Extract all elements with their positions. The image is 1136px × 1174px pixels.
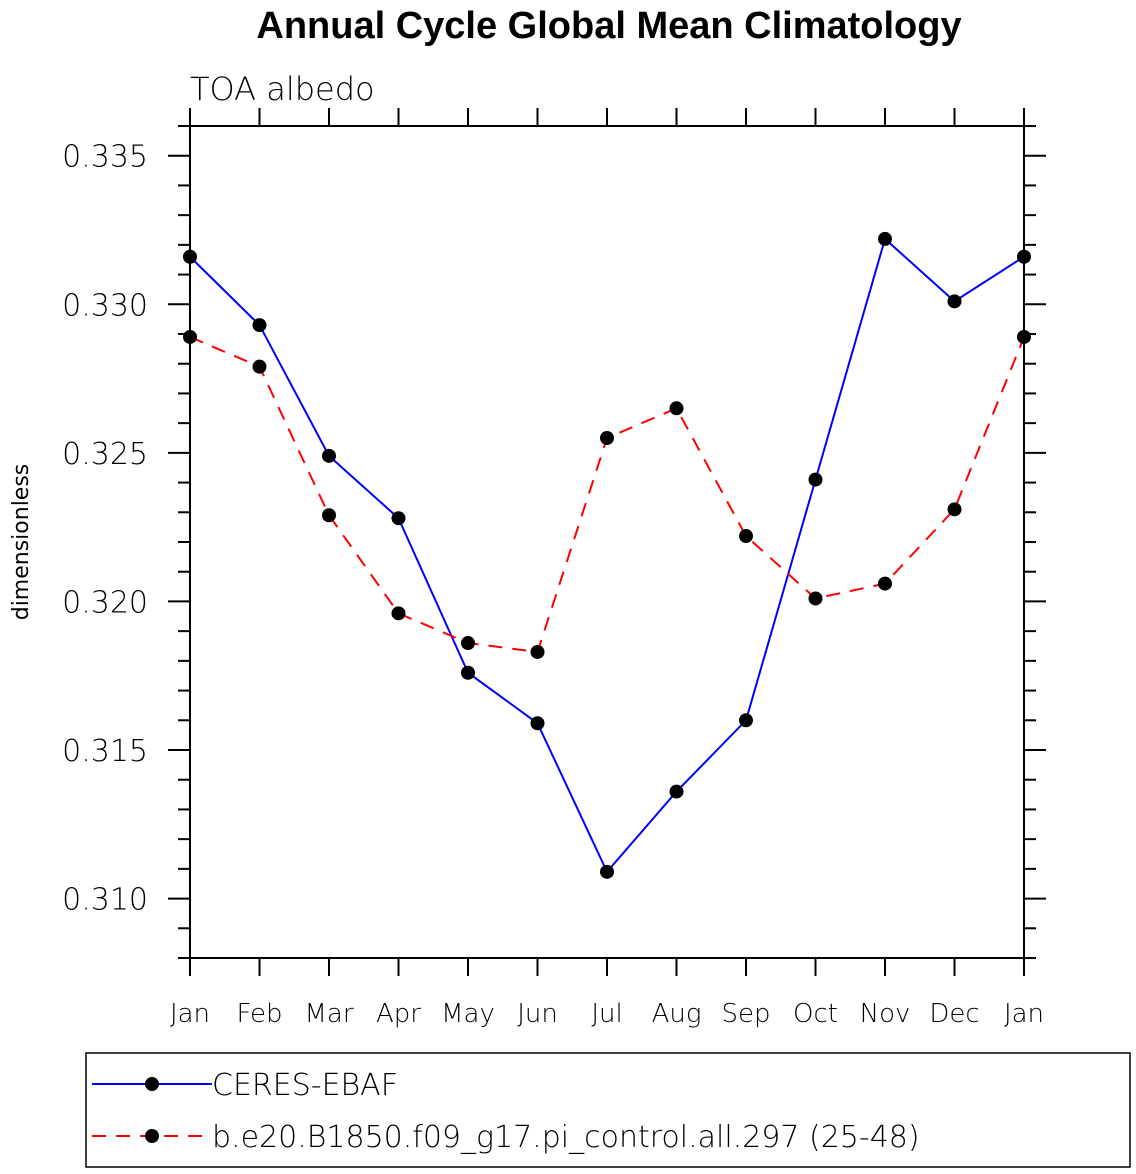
data-point: [183, 249, 197, 264]
series-line: [189, 237, 1025, 874]
data-point: [322, 448, 336, 463]
data-point: [808, 472, 823, 487]
series-1: [183, 329, 1031, 659]
data-point: [600, 431, 614, 445]
legend-marker: [145, 1077, 159, 1091]
series-line: [189, 336, 1025, 654]
x-tick-label: Jul: [591, 999, 622, 1029]
data-point: [183, 329, 197, 344]
x-tick-label: Mar: [304, 999, 353, 1029]
chart-title: Annual Cycle Global Mean Climatology: [256, 5, 961, 47]
x-tick-label: Jan: [170, 999, 210, 1029]
data-point: [878, 231, 892, 246]
x-tick-label: Dec: [929, 999, 979, 1029]
data-point: [739, 713, 753, 728]
legend-marker: [145, 1129, 159, 1143]
data-point: [878, 576, 892, 591]
x-tick-label: Aug: [652, 999, 702, 1029]
y-tick-label: 0.335: [62, 140, 148, 175]
y-tick-label: 0.325: [62, 437, 148, 472]
data-point: [808, 591, 823, 606]
x-tick-label: Apr: [376, 999, 421, 1029]
y-tick-label: 0.315: [62, 734, 148, 769]
data-point: [391, 606, 406, 621]
data-point: [1017, 249, 1031, 264]
y-tick-label: 0.330: [62, 288, 148, 323]
data-point: [252, 359, 267, 374]
data-point: [669, 401, 684, 416]
data-point: [947, 294, 962, 309]
data-point: [252, 318, 267, 333]
x-tick-label: Jun: [517, 999, 558, 1029]
x-tick-label: Feb: [236, 999, 282, 1029]
chart-subtitle: TOA albedo: [190, 70, 375, 108]
data-point: [461, 665, 475, 680]
data-point: [530, 644, 545, 659]
series-layer: [183, 231, 1031, 879]
y-axis-label: dimensionless: [9, 464, 34, 621]
data-point: [600, 864, 614, 879]
legend: CERES-EBAF b.e20.B1850.f09_g17.pi_control…: [92, 1068, 920, 1155]
x-tick-label: Sep: [721, 999, 770, 1029]
data-point: [947, 502, 962, 517]
y-tick-label: 0.310: [62, 883, 148, 918]
axis-ticks: Jan Feb Mar Apr May Jun Jul Aug Sep Oct Nov Dec Jan 0…: [62, 108, 1046, 1029]
legend-label: CERES-EBAF: [212, 1068, 398, 1103]
x-tick-label: Nov: [860, 999, 911, 1029]
y-tick-label: 0.320: [62, 585, 148, 620]
data-point: [461, 636, 475, 651]
data-point: [322, 508, 336, 523]
data-point: [530, 716, 545, 731]
legend-box: [85, 1052, 1131, 1168]
data-point: [391, 511, 406, 526]
x-tick-label: Oct: [793, 999, 838, 1029]
data-point: [739, 529, 753, 544]
data-point: [1017, 329, 1031, 344]
x-tick-label: May: [441, 999, 495, 1029]
x-tick-label: Jan: [1004, 999, 1044, 1029]
legend-label: b.e20.B1850.f09_g17.pi_control.all.297 (…: [212, 1120, 920, 1155]
data-point: [669, 784, 684, 799]
series-0: [183, 231, 1031, 879]
